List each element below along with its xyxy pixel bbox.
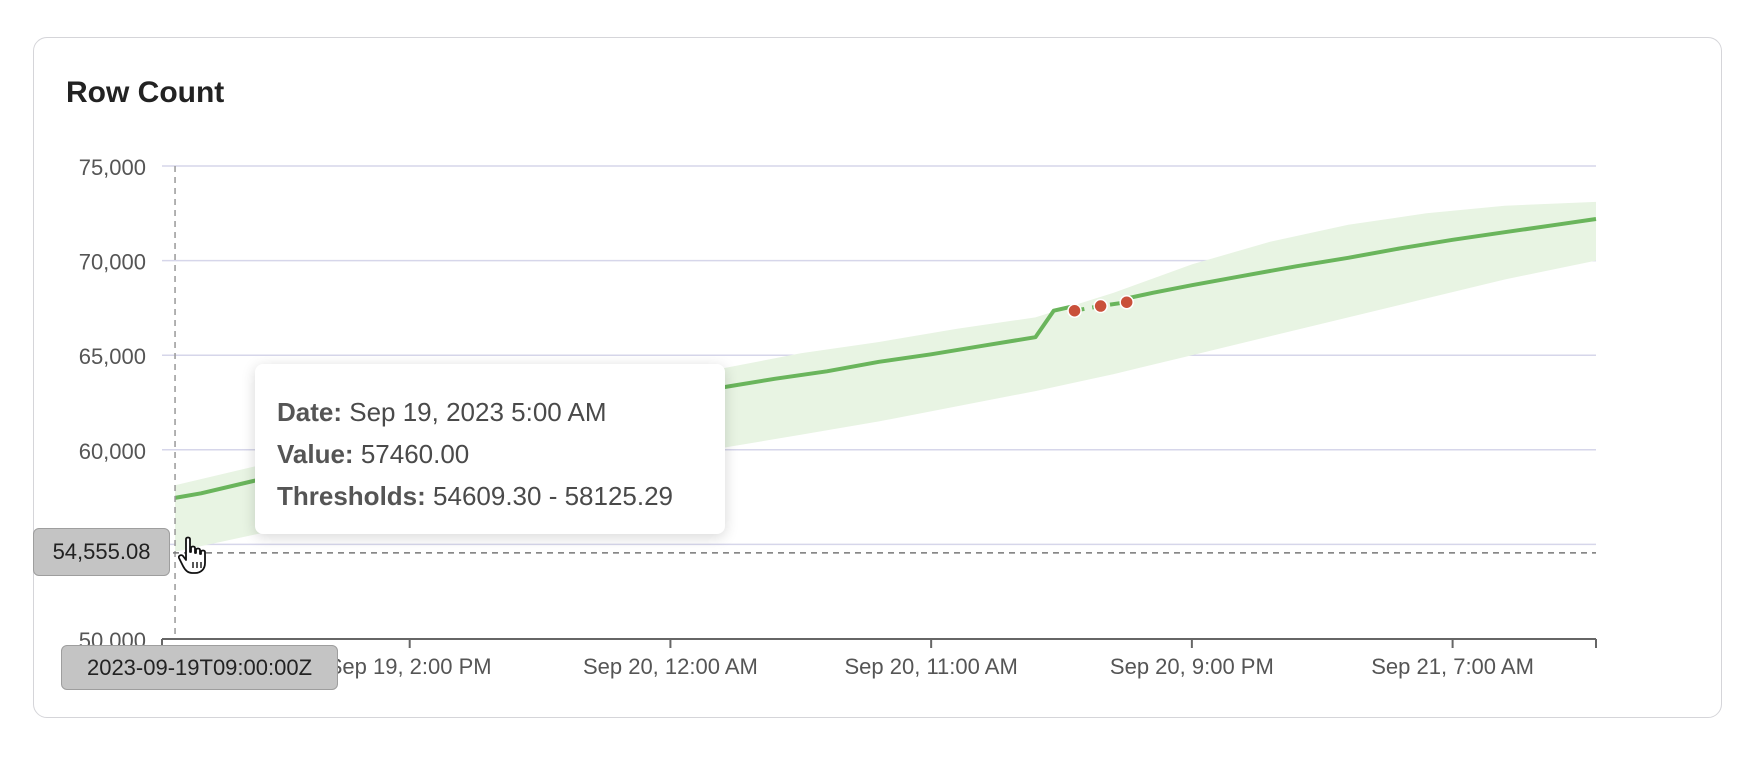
anomaly-point[interactable] <box>1093 298 1108 314</box>
y-tick-label: 65,000 <box>79 344 146 369</box>
x-tick-label: Sep 20, 9:00 PM <box>1110 654 1274 679</box>
y-tick-label: 60,000 <box>79 439 146 464</box>
tooltip-thresholds-value: 54609.30 - 58125.29 <box>425 481 674 511</box>
x-axis: Sep 19, 2:00 PM Sep 20, 12:00 AM Sep 20, 1… <box>161 638 1597 679</box>
y-tick-label: 75,000 <box>79 155 146 180</box>
tooltip-value-value: 57460.00 <box>353 439 470 469</box>
x-tick-label: Sep 21, 7:00 AM <box>1371 654 1534 679</box>
tooltip-date-value: Sep 19, 2023 5:00 AM <box>342 397 607 427</box>
tooltip-date-label: Date: <box>277 397 343 427</box>
tooltip-thresholds-label: Thresholds: <box>277 481 426 511</box>
x-tick-label: Sep 20, 12:00 AM <box>583 654 758 679</box>
chart-title: Row Count <box>66 76 225 109</box>
hand-pointer-icon <box>178 536 206 574</box>
tooltip-date-row: Date: Sep 19, 2023 5:00 AM <box>277 391 725 433</box>
data-tooltip: Date: Sep 19, 2023 5:00 AM Value: 57460.… <box>255 364 725 534</box>
y-tick-label: 70,000 <box>79 250 146 275</box>
anomaly-point[interactable] <box>1119 294 1134 310</box>
x-tick-label: Sep 20, 11:00 AM <box>845 654 1018 679</box>
anomaly-point[interactable] <box>1067 303 1082 318</box>
x-cursor-readout: 2023-09-19T09:00:00Z <box>61 645 338 690</box>
x-tick-label: Sep 19, 2:00 PM <box>328 654 492 679</box>
tooltip-value-label: Value: <box>277 439 354 469</box>
anomaly-points[interactable] <box>1067 294 1134 318</box>
tooltip-thresholds-row: Thresholds: 54609.30 - 58125.29 <box>277 475 725 517</box>
tooltip-value-row: Value: 57460.00 <box>277 433 725 475</box>
y-cursor-readout: 54,555.08 <box>33 528 170 576</box>
